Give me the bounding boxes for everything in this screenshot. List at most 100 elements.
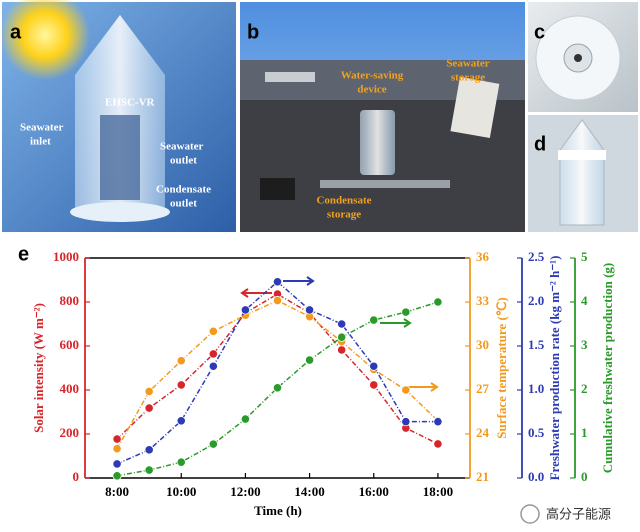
y-tick-label: 36 [476, 249, 490, 264]
data-point [176, 356, 186, 366]
y-tick-label: 1.5 [528, 337, 545, 352]
data-point [112, 434, 122, 444]
data-point [144, 465, 154, 475]
annotation: inlet [30, 136, 51, 148]
data-point [112, 459, 122, 469]
annotation: Seawater [20, 122, 63, 134]
data-point [272, 295, 283, 306]
device-photo [360, 110, 395, 175]
data-point [433, 297, 443, 307]
annotation: outlet [170, 198, 197, 210]
data-point [240, 414, 251, 424]
battery [260, 178, 295, 200]
table [320, 180, 450, 188]
x-tick-label: 8:00 [105, 484, 129, 499]
data-point [208, 349, 218, 359]
y-tick-label: 1000 [53, 249, 79, 264]
y-tick-label: 400 [60, 381, 80, 396]
y-tick-label: 3 [581, 337, 588, 352]
data-point [304, 305, 315, 315]
annotation: Condensate [316, 195, 371, 207]
data-point [112, 471, 122, 481]
data-point [240, 305, 251, 315]
annotation: Condensate [156, 184, 211, 196]
data-point [144, 386, 154, 397]
y-tick-label: 5 [581, 249, 588, 264]
data-point [337, 319, 347, 329]
storage-bottle [450, 76, 500, 139]
watermark: 高分子能源 [546, 507, 611, 523]
data-point [304, 355, 315, 365]
data-point [176, 416, 186, 426]
x-tick-label: 18:00 [423, 484, 453, 499]
annotation: storage [327, 209, 361, 221]
y-tick-label: 1 [581, 425, 588, 440]
cup-hole [574, 54, 582, 62]
data-point [176, 380, 186, 390]
data-point [401, 417, 411, 427]
annotation: Seawater [446, 58, 489, 70]
data-point [401, 385, 411, 395]
y-tick-label: 0 [581, 469, 588, 484]
y-tick-label: 30 [476, 337, 489, 352]
axis-arrows [240, 276, 439, 392]
y-tick-label: 2.0 [528, 293, 544, 308]
data-point [369, 380, 379, 390]
device-d [559, 119, 605, 226]
annotation: outlet [170, 155, 197, 167]
device-core [100, 115, 140, 200]
arrow [405, 382, 439, 392]
x-tick-label: 14:00 [294, 484, 324, 499]
data-point [272, 383, 283, 393]
arrow [240, 288, 272, 298]
data-point [272, 277, 283, 287]
y-axis-title: Solar intensity (W m⁻²) [31, 303, 46, 433]
data-point [208, 326, 218, 336]
y-tick-label: 27 [476, 381, 490, 396]
series-line [116, 293, 439, 445]
y-tick-label: 0 [73, 469, 80, 484]
panel-label: e [18, 243, 29, 265]
panel-label: d [534, 133, 546, 155]
device-band [558, 150, 606, 160]
panel-label: b [247, 21, 259, 43]
data-point [208, 439, 218, 449]
data-point [337, 332, 347, 342]
arrow [380, 318, 412, 328]
y-tick-label: 21 [476, 469, 489, 484]
data-point [144, 403, 154, 413]
data-point [112, 444, 122, 454]
data-point [208, 361, 218, 371]
data-point [144, 445, 154, 455]
data-point [433, 417, 443, 427]
x-tick-label: 10:00 [166, 484, 196, 499]
y-tick-label: 0.0 [528, 469, 544, 484]
y-axis-title: Freshwater production rate (kg m⁻² h⁻¹) [547, 256, 562, 481]
y-tick-label: 2.5 [528, 249, 545, 264]
data-point [433, 439, 443, 449]
x-tick-label: 16:00 [359, 484, 389, 499]
y-tick-label: 4 [581, 293, 588, 308]
data-point [369, 315, 379, 325]
x-tick-label: 12:00 [230, 484, 260, 499]
y-tick-label: 0.5 [528, 425, 545, 440]
arrow [283, 276, 315, 286]
y-tick-label: 33 [476, 293, 490, 308]
annotation: storage [451, 72, 485, 84]
annotation: Seawater [160, 141, 203, 153]
y-tick-label: 800 [60, 293, 80, 308]
annotation: device [357, 84, 386, 96]
y-tick-label: 600 [60, 337, 80, 352]
panel-label: a [10, 21, 22, 43]
y-tick-label: 1.0 [528, 381, 544, 396]
annotation: EHSC-VR [105, 97, 156, 109]
x-axis-title: Time (h) [254, 503, 302, 518]
device-base [70, 202, 170, 222]
y-axis-title: Cumulative freshwater production (g) [600, 263, 615, 474]
annotation: Water-saving [341, 70, 404, 82]
data-point [369, 361, 379, 371]
watermark-icon [520, 504, 540, 524]
y-tick-label: 200 [60, 425, 80, 440]
panel-label: c [534, 21, 545, 43]
